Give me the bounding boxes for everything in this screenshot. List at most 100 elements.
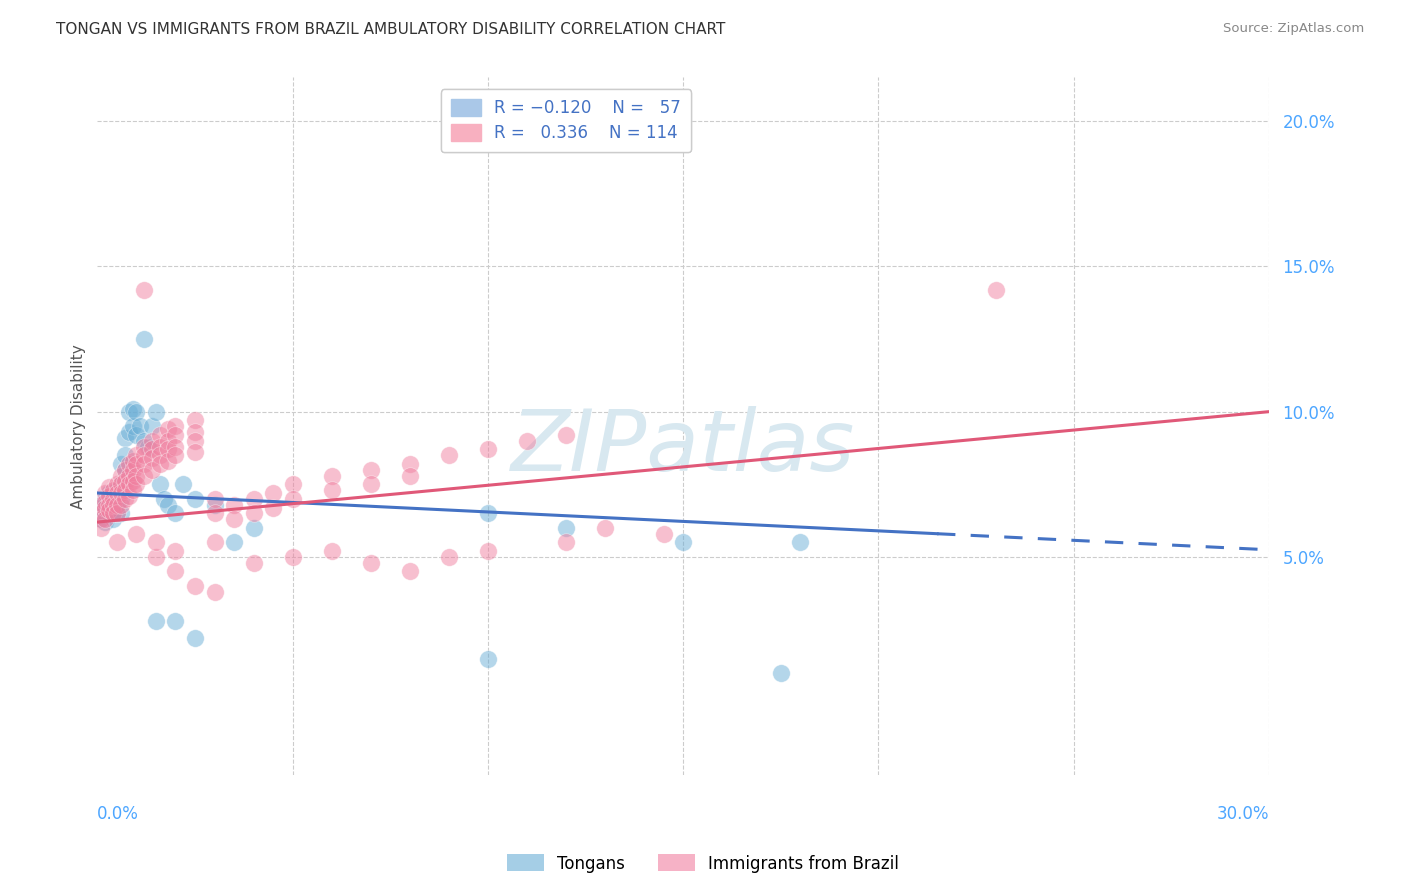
Point [242, 491, 264, 506]
Point [360, 556, 382, 570]
Point [165, 565, 187, 579]
Point [222, 498, 245, 512]
Point [105, 483, 128, 497]
Point [125, 526, 148, 541]
Point [117, 425, 139, 439]
Point [117, 477, 139, 491]
Point [101, 483, 124, 497]
Point [398, 565, 420, 579]
Point [204, 507, 226, 521]
Text: 0.0%: 0.0% [97, 805, 139, 823]
Point [555, 428, 578, 442]
Point [110, 507, 132, 521]
Point [98, 494, 121, 508]
Legend: Tongans, Immigrants from Brazil: Tongans, Immigrants from Brazil [501, 847, 905, 880]
Point [94, 515, 117, 529]
Text: Source: ZipAtlas.com: Source: ZipAtlas.com [1223, 22, 1364, 36]
Point [134, 448, 156, 462]
Point [117, 489, 139, 503]
Point [134, 283, 156, 297]
Point [145, 404, 167, 418]
Point [281, 477, 304, 491]
Point [165, 419, 187, 434]
Point [242, 521, 264, 535]
Point [437, 549, 460, 564]
Point [477, 651, 499, 665]
Point [101, 491, 124, 506]
Point [98, 486, 121, 500]
Point [149, 428, 172, 442]
Point [165, 440, 187, 454]
Point [156, 422, 179, 436]
Point [110, 498, 132, 512]
Point [165, 507, 187, 521]
Point [172, 477, 194, 491]
Point [321, 483, 343, 497]
Point [90, 512, 112, 526]
Point [165, 448, 187, 462]
Point [105, 477, 128, 491]
Point [121, 454, 143, 468]
Point [125, 457, 148, 471]
Point [110, 491, 132, 506]
Point [222, 512, 245, 526]
Point [516, 434, 538, 448]
Point [145, 535, 167, 549]
Point [125, 477, 148, 491]
Point [984, 283, 1007, 297]
Point [94, 500, 117, 515]
Point [321, 468, 343, 483]
Point [242, 507, 264, 521]
Point [105, 491, 128, 506]
Point [477, 442, 499, 457]
Point [110, 486, 132, 500]
Text: 30.0%: 30.0% [1216, 805, 1270, 823]
Point [114, 463, 136, 477]
Point [141, 434, 163, 448]
Point [149, 457, 172, 471]
Point [141, 463, 163, 477]
Point [156, 434, 179, 448]
Point [145, 614, 167, 628]
Point [149, 477, 172, 491]
Point [90, 498, 112, 512]
Point [121, 419, 143, 434]
Point [477, 544, 499, 558]
Point [101, 507, 124, 521]
Point [134, 434, 156, 448]
Point [98, 507, 121, 521]
Point [184, 491, 207, 506]
Point [204, 584, 226, 599]
Point [141, 419, 163, 434]
Point [204, 535, 226, 549]
Point [165, 544, 187, 558]
Point [125, 404, 148, 418]
Point [136, 440, 159, 454]
Point [125, 448, 148, 462]
Point [134, 332, 156, 346]
Point [141, 442, 163, 457]
Point [184, 434, 207, 448]
Point [90, 512, 112, 526]
Point [94, 491, 117, 506]
Point [242, 556, 264, 570]
Point [281, 491, 304, 506]
Point [149, 440, 172, 454]
Point [156, 454, 179, 468]
Point [98, 503, 121, 517]
Point [94, 494, 117, 508]
Point [98, 498, 121, 512]
Point [165, 428, 187, 442]
Point [262, 486, 284, 500]
Point [134, 440, 156, 454]
Point [105, 500, 128, 515]
Point [117, 404, 139, 418]
Point [114, 431, 136, 445]
Point [101, 503, 124, 517]
Text: TONGAN VS IMMIGRANTS FROM BRAZIL AMBULATORY DISABILITY CORRELATION CHART: TONGAN VS IMMIGRANTS FROM BRAZIL AMBULAT… [56, 22, 725, 37]
Point [94, 512, 117, 526]
Point [101, 512, 124, 526]
Point [121, 401, 143, 416]
Point [114, 448, 136, 462]
Point [184, 579, 207, 593]
